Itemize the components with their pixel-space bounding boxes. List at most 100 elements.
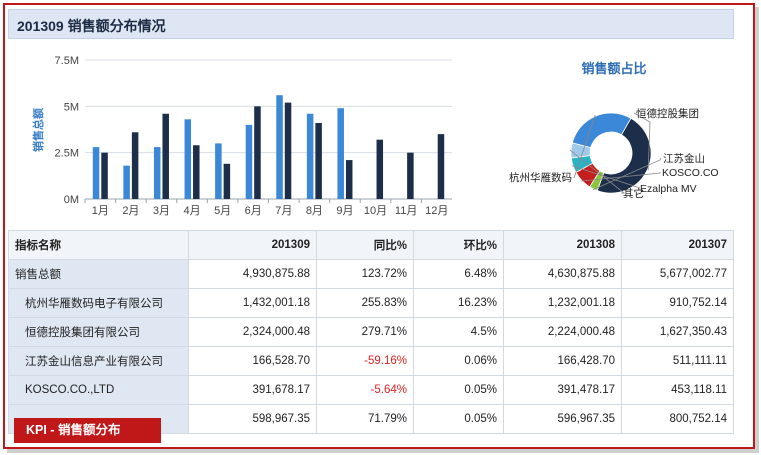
bar-current <box>193 145 200 199</box>
donut-leader-line <box>581 172 661 182</box>
bar-prior <box>153 147 161 199</box>
header-201307: 201307 <box>621 230 734 260</box>
row-name: KOSCO.CO.,LTD <box>8 375 189 405</box>
bar-prior <box>245 124 253 199</box>
mom-percent: 4.5% <box>413 317 504 347</box>
value-201307: 1,627,350.43 <box>621 317 734 347</box>
value-201309: 4,930,875.88 <box>188 259 317 289</box>
bar-current <box>315 123 322 199</box>
donut-slice-label: KOSCO.CO <box>662 167 719 179</box>
x-tick-label: 4月 <box>183 205 200 217</box>
bar-prior <box>306 113 314 199</box>
bar-current <box>345 160 353 199</box>
value-201309: 2,324,000.48 <box>188 317 317 347</box>
yoy-percent: 123.72% <box>316 259 414 289</box>
bar-current <box>131 132 139 199</box>
table-row: 恒德控股集团有限公司 2,324,000.48 279.71% 4.5% 2,224,0… <box>8 317 734 347</box>
header-mom: 环比% <box>413 230 504 260</box>
bar-current <box>162 113 169 199</box>
y-tick-label: 2.5M <box>55 148 79 160</box>
row-name: 销售总额 <box>8 259 189 289</box>
x-tick-label: 8月 <box>306 205 323 217</box>
header-yoy: 同比% <box>316 230 414 260</box>
y-tick-label: 0M <box>64 194 79 206</box>
row-name: 江苏金山信息产业有限公司 <box>8 346 189 376</box>
value-201309: 1,432,001.18 <box>188 288 317 318</box>
value-201307: 5,677,002.77 <box>621 259 734 289</box>
mom-percent: 0.05% <box>413 375 504 405</box>
bar-current <box>376 139 384 199</box>
x-tick-label: 1月 <box>92 205 109 217</box>
report-title: 201309 销售额分布情况 <box>17 18 166 34</box>
bar-prior <box>337 108 344 199</box>
bar-prior <box>276 95 283 199</box>
bar-current <box>101 152 108 199</box>
y-tick-label: 7.5M <box>55 55 79 67</box>
y-axis-label: 销售总额 <box>31 108 45 152</box>
value-201309: 391,678.17 <box>188 375 317 405</box>
value-201309: 598,967.35 <box>188 404 317 434</box>
mom-percent: 16.23% <box>413 288 504 318</box>
x-tick-label: 11月 <box>395 205 417 217</box>
value-201309: 166,528.70 <box>188 346 317 376</box>
bar-current <box>284 102 292 199</box>
donut-leader-line <box>573 115 596 179</box>
value-201307: 511,111.11 <box>621 346 734 376</box>
yoy-percent: -5.64% <box>316 375 414 405</box>
table-row: KOSCO.CO.,LTD 391,678.17 -5.64% 0.05% 391,47… <box>8 375 734 405</box>
donut-slice-label: 江苏金山 <box>663 152 705 165</box>
x-tick-label: 2月 <box>122 205 139 217</box>
yoy-percent: 279.71% <box>316 317 414 347</box>
header-201308: 201308 <box>503 230 622 260</box>
yoy-percent: 71.79% <box>316 404 414 434</box>
table-row: 杭州华雁数码电子有限公司 1,432,001.18 255.83% 16.23% 1,2… <box>8 288 734 318</box>
donut-title: 销售额占比 <box>581 61 646 76</box>
table-row: 销售总额 4,930,875.88 123.72% 6.48% 4,630,875.88… <box>8 259 734 289</box>
donut-leader-line <box>633 112 651 171</box>
monthly-sales-bar-chart: 0M 2.5M 5M 7.5M 销售总额 1月 2月 3月 4月 5月 6月 7月 8月 9月 10月 11月… <box>31 55 452 217</box>
row-name: 杭州华雁数码电子有限公司 <box>8 288 189 318</box>
mom-percent: 6.48% <box>413 259 504 289</box>
yoy-percent: -59.16% <box>316 346 414 376</box>
donut-leader-line <box>571 165 641 189</box>
donut-slice-label: 恒德控股集团 <box>636 107 699 120</box>
row-name: 恒德控股集团有限公司 <box>8 317 189 347</box>
report-title-bar: 201309 销售额分布情况 <box>8 9 734 39</box>
mom-percent: 0.05% <box>413 404 504 434</box>
x-tick-label: 3月 <box>153 205 170 217</box>
donut-slice <box>571 112 632 149</box>
header-201309: 201309 <box>188 230 317 260</box>
donut-slice-label: 其它 <box>623 187 644 200</box>
bar-prior <box>215 143 222 199</box>
yoy-percent: 255.83% <box>316 288 414 318</box>
bar-prior <box>184 119 192 199</box>
value-201307: 800,752.14 <box>621 404 734 434</box>
x-tick-label: 10月 <box>364 205 387 217</box>
value-201308: 1,232,001.18 <box>503 288 622 318</box>
bar-prior <box>92 147 100 199</box>
donut-slice-label: Ezalpha MV <box>640 183 697 195</box>
header-indicator: 指标名称 <box>8 230 189 260</box>
mom-percent: 0.06% <box>413 346 504 376</box>
bar-current <box>254 106 261 199</box>
bar-current <box>223 163 231 199</box>
bar-prior <box>123 165 130 199</box>
table-header-row: 指标名称 201309 同比% 环比% 201308 201307 <box>8 230 734 260</box>
value-201308: 596,967.35 <box>503 404 622 434</box>
kpi-label: KPI - 销售额分布 <box>14 418 161 443</box>
x-tick-label: 6月 <box>245 205 262 217</box>
bar-current <box>407 152 414 199</box>
value-201308: 166,428.70 <box>503 346 622 376</box>
y-tick-label: 5M <box>64 101 79 113</box>
x-tick-label: 5月 <box>214 205 231 217</box>
value-201308: 4,630,875.88 <box>503 259 622 289</box>
donut-slice <box>596 117 652 194</box>
kpi-table: 指标名称 201309 同比% 环比% 201308 201307 销售总额 4,… <box>8 230 734 434</box>
table-row: 江苏金山信息产业有限公司 166,528.70 -59.16% 0.06% 166,42… <box>8 346 734 376</box>
value-201307: 910,752.14 <box>621 288 734 318</box>
value-201308: 391,478.17 <box>503 375 622 405</box>
value-201308: 2,224,000.48 <box>503 317 622 347</box>
x-tick-label: 12月 <box>425 205 448 217</box>
value-201307: 453,118.11 <box>621 375 734 405</box>
